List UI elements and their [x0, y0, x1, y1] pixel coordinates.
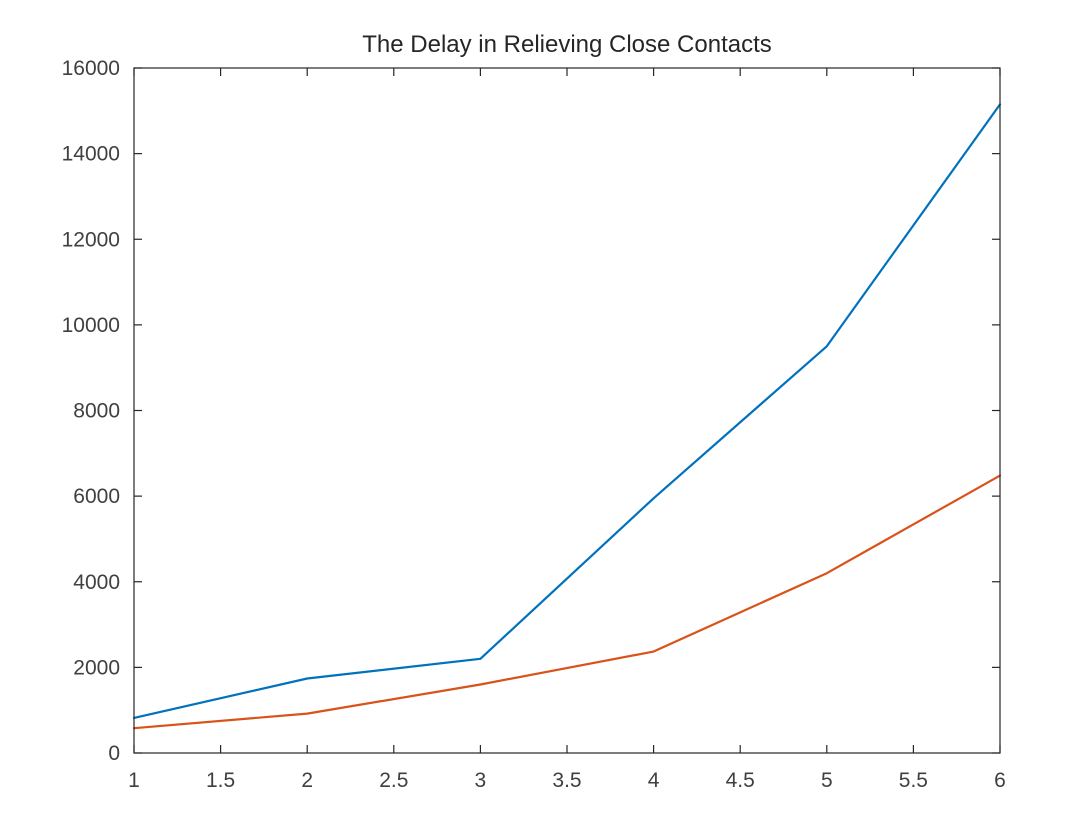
- x-tick-label: 2: [301, 769, 313, 792]
- x-tick-label: 5.5: [899, 769, 928, 792]
- y-tick-label: 14000: [62, 143, 120, 166]
- x-tick-label: 4: [648, 769, 660, 792]
- x-tick-label: 6: [994, 769, 1006, 792]
- y-tick-label: 12000: [62, 228, 120, 251]
- plot-area-box: [133, 67, 1001, 754]
- x-tick-label: 3: [475, 769, 487, 792]
- y-tick-label: 8000: [73, 400, 120, 423]
- series-2-line: [132, 474, 1002, 730]
- x-tick-label: 4.5: [726, 769, 755, 792]
- x-tick-label: 5: [821, 769, 833, 792]
- y-tick-label: 16000: [62, 57, 120, 80]
- series-layer: [132, 103, 1002, 730]
- x-tick-label: 2.5: [379, 769, 408, 792]
- chart-title: The Delay in Relieving Close Contacts: [362, 31, 772, 58]
- x-tick-label: 1: [128, 769, 140, 792]
- tick-label-layer: 1 1.5 2 2.5 3 3.5 4 4.5 5 5.5 6 0 2000 4000 6000 8000 10…: [62, 57, 1006, 792]
- y-tick-label: 0: [108, 742, 120, 765]
- y-tick-label: 2000: [73, 656, 120, 679]
- series-1-line: [132, 103, 1002, 719]
- y-tick-label: 6000: [73, 485, 120, 508]
- x-tick-label: 3.5: [552, 769, 581, 792]
- x-tick-label: 1.5: [206, 769, 235, 792]
- y-tick-label: 4000: [73, 571, 120, 594]
- y-tick-label: 10000: [62, 314, 120, 337]
